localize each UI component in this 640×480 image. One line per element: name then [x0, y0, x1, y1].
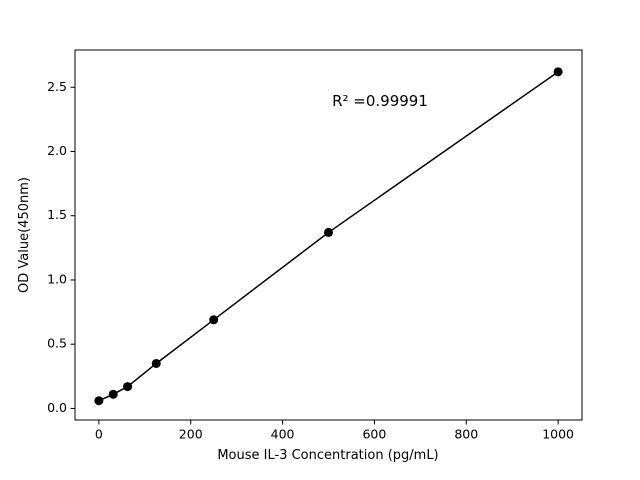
y-axis-label: OD Value(450nm)	[17, 177, 32, 293]
data-point	[108, 389, 118, 399]
plot-area: 0 200 400 600 800 1000 0.0 0.5 1.0 1.5 2.0 2.5	[47, 49, 583, 442]
x-tick-label: 1000	[542, 427, 574, 442]
data-point	[553, 67, 563, 77]
y-tick-label: 1.0	[47, 271, 67, 286]
y-tick-label: 0.5	[47, 336, 67, 351]
data-point	[123, 382, 133, 392]
y-tick-label: 0.0	[47, 400, 67, 415]
data-point	[94, 396, 104, 406]
x-tick-label: 800	[454, 427, 478, 442]
y-tick-label: 1.5	[47, 207, 67, 222]
y-tick-label: 2.5	[47, 79, 67, 94]
x-tick-label: 600	[362, 427, 386, 442]
data-point	[209, 315, 219, 325]
x-tick-label: 400	[271, 427, 295, 442]
data-point	[151, 358, 161, 368]
x-tick-label: 0	[95, 427, 103, 442]
x-tick-label: 200	[179, 427, 203, 442]
data-point	[324, 227, 333, 237]
plot-border	[74, 49, 583, 421]
x-axis-label: Mouse IL-3 Concentration (pg/mL)	[217, 448, 438, 463]
y-tick-label: 2.0	[47, 143, 67, 158]
r-squared-annotation: R² =0.99991	[332, 92, 428, 110]
